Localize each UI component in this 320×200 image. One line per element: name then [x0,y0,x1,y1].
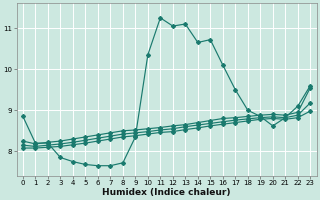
X-axis label: Humidex (Indice chaleur): Humidex (Indice chaleur) [102,188,231,197]
